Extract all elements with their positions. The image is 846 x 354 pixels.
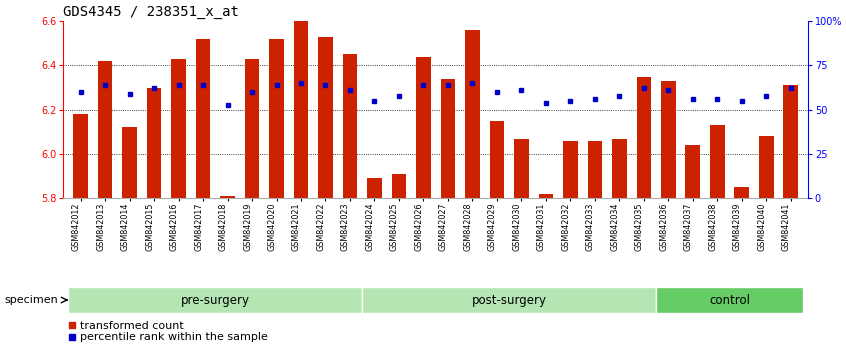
Bar [69, 287, 362, 313]
Bar [539, 194, 553, 198]
Legend: transformed count, percentile rank within the sample: transformed count, percentile rank withi… [69, 321, 268, 342]
Bar [514, 138, 529, 198]
Text: post-surgery: post-surgery [472, 293, 547, 307]
Bar [661, 81, 676, 198]
Bar [294, 21, 308, 198]
Bar [416, 57, 431, 198]
Bar [636, 76, 651, 198]
Bar [195, 39, 211, 198]
Bar [656, 287, 803, 313]
Bar [343, 55, 357, 198]
Bar [122, 127, 137, 198]
Text: specimen: specimen [4, 295, 58, 305]
Text: control: control [709, 293, 750, 307]
Text: GDS4345 / 238351_x_at: GDS4345 / 238351_x_at [63, 5, 239, 19]
Bar [244, 59, 260, 198]
Bar [563, 141, 578, 198]
Bar [783, 85, 798, 198]
Bar [220, 196, 235, 198]
Bar [171, 59, 186, 198]
Bar [367, 178, 382, 198]
Bar [269, 39, 284, 198]
Bar [318, 37, 332, 198]
Bar [98, 61, 113, 198]
Bar [587, 141, 602, 198]
Bar [759, 136, 773, 198]
Bar [441, 79, 455, 198]
Text: pre-surgery: pre-surgery [181, 293, 250, 307]
Bar [146, 88, 162, 198]
Bar [392, 174, 406, 198]
Bar [465, 30, 480, 198]
Bar [685, 145, 700, 198]
Bar [710, 125, 725, 198]
Bar [362, 287, 656, 313]
Bar [734, 187, 750, 198]
Bar [74, 114, 88, 198]
Bar [490, 121, 504, 198]
Bar [612, 138, 627, 198]
